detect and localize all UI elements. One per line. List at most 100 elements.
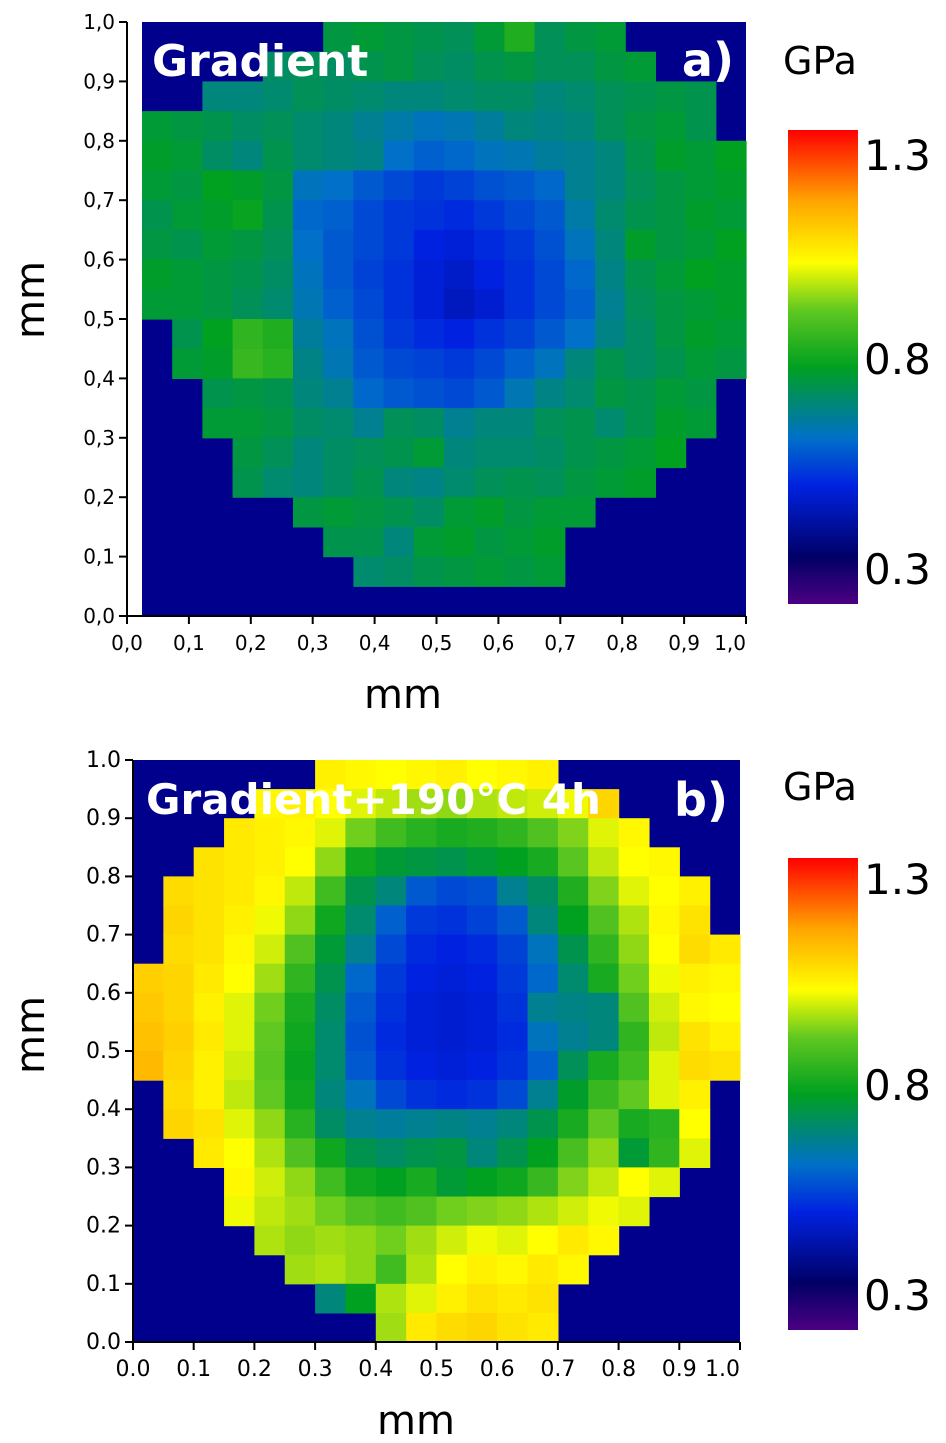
heatmap-cell — [375, 963, 407, 994]
heatmap-cell — [172, 140, 203, 172]
heatmap-cell — [625, 289, 656, 320]
heatmap-cell — [375, 876, 407, 907]
heatmap-cell — [625, 229, 656, 261]
heatmap-cell — [345, 934, 377, 965]
heatmap-cell — [193, 1080, 225, 1110]
heatmap-cell — [564, 170, 596, 201]
heatmap-cell — [557, 789, 589, 819]
heatmap-cell — [406, 934, 438, 965]
heatmap-cell — [353, 437, 385, 469]
heatmap-cell — [436, 818, 468, 848]
heatmap-cell — [293, 229, 324, 261]
heatmap-cell — [436, 905, 468, 936]
heatmap-cell — [202, 140, 234, 172]
heatmap-cell — [436, 992, 468, 1023]
heatmap-cell — [375, 1080, 407, 1110]
heatmap-cell — [625, 467, 656, 498]
heatmap-cell — [383, 229, 415, 261]
heatmap-cell — [685, 81, 717, 112]
heatmap-cell — [323, 289, 354, 320]
heatmap-cell — [504, 111, 536, 142]
heatmap-cell — [679, 1051, 711, 1081]
heatmap-cell — [232, 289, 264, 320]
heatmap-cell — [557, 847, 589, 877]
y-tick-label: 0,8 — [83, 129, 115, 153]
heatmap-cell — [413, 200, 445, 231]
heatmap-cell — [353, 200, 385, 231]
heatmap-cell — [436, 1254, 468, 1285]
heatmap-cell — [588, 1225, 620, 1256]
heatmap-cell — [497, 847, 529, 877]
x-tick-label: 1,0 — [714, 631, 746, 655]
x-tick-label: 0,9 — [668, 631, 700, 655]
heatmap-cell — [588, 847, 620, 877]
heatmap-cell — [254, 1138, 286, 1168]
heatmap-cell — [323, 408, 354, 439]
heatmap-cell — [262, 51, 294, 82]
heatmap-cell — [254, 934, 286, 965]
y-tick-label: 0,5 — [83, 307, 115, 331]
heatmap-cell — [618, 1138, 650, 1168]
heatmap-cell — [618, 963, 650, 994]
heatmap-cell — [413, 81, 445, 112]
heatmap-cell — [557, 1196, 589, 1227]
heatmap-cell — [595, 22, 626, 53]
x-tick-label: 0.1 — [176, 1357, 211, 1382]
x-tick-label: 0,6 — [482, 631, 514, 655]
heatmap-cell — [504, 467, 536, 498]
x-tick-label: 0.6 — [480, 1357, 515, 1382]
heatmap-cell — [436, 1196, 468, 1227]
heatmap-cell — [444, 200, 475, 231]
heatmap-cell — [262, 140, 294, 172]
heatmap-cell — [323, 200, 354, 231]
heatmap-cell — [163, 934, 195, 965]
heatmap-cell — [655, 289, 687, 320]
colorbar-max-label: 1.3 — [864, 855, 931, 904]
heatmap-cell — [466, 1167, 498, 1198]
y-tick-label: 0,7 — [83, 188, 115, 212]
heatmap-cell — [323, 51, 354, 82]
heatmap-cell — [685, 289, 717, 320]
heatmap-cell — [262, 378, 294, 409]
heatmap-cell — [655, 408, 687, 439]
heatmap-cell — [353, 497, 385, 528]
heatmap-cell — [618, 992, 650, 1023]
heatmap-cell — [497, 1196, 529, 1227]
heatmap-cell — [527, 934, 559, 965]
heatmap-cell — [444, 319, 475, 350]
heatmap-cell — [202, 229, 234, 261]
heatmap-cell — [534, 170, 566, 201]
heatmap-cell — [345, 992, 377, 1023]
heatmap-cell — [262, 81, 294, 112]
heatmap-cell — [202, 170, 234, 201]
heatmap-cell — [527, 963, 559, 994]
heatmap-cell — [527, 992, 559, 1023]
x-tick-label: 0,8 — [606, 631, 638, 655]
heatmap-cell — [466, 905, 498, 936]
y-tick-label: 0,2 — [83, 485, 115, 509]
heatmap-cell — [232, 348, 264, 379]
heatmap-cell — [375, 1021, 407, 1052]
heatmap-cell — [534, 497, 566, 528]
heatmap-cell — [709, 963, 741, 994]
heatmap-cell — [224, 1138, 255, 1168]
y-tick-label: 0.1 — [86, 1272, 121, 1297]
y-tick-label: 0.3 — [86, 1155, 121, 1180]
heatmap-cell — [474, 437, 505, 469]
heatmap-cell — [284, 905, 316, 936]
heatmap-cell — [375, 1109, 407, 1139]
x-tick-label: 0,1 — [173, 631, 205, 655]
heatmap-cell — [163, 963, 195, 994]
heatmap-cell — [474, 259, 505, 290]
heatmap-cell — [142, 200, 173, 231]
heatmap-cell — [648, 905, 680, 936]
heatmap-cell — [383, 319, 415, 350]
heatmap-cell — [315, 1138, 347, 1168]
heatmap-cell — [284, 1138, 316, 1168]
heatmap-cell — [315, 876, 347, 907]
heatmap-cell — [474, 497, 505, 528]
heatmap-cell — [406, 1051, 438, 1081]
heatmap-cell — [375, 1312, 407, 1343]
heatmap-cell — [534, 200, 566, 231]
